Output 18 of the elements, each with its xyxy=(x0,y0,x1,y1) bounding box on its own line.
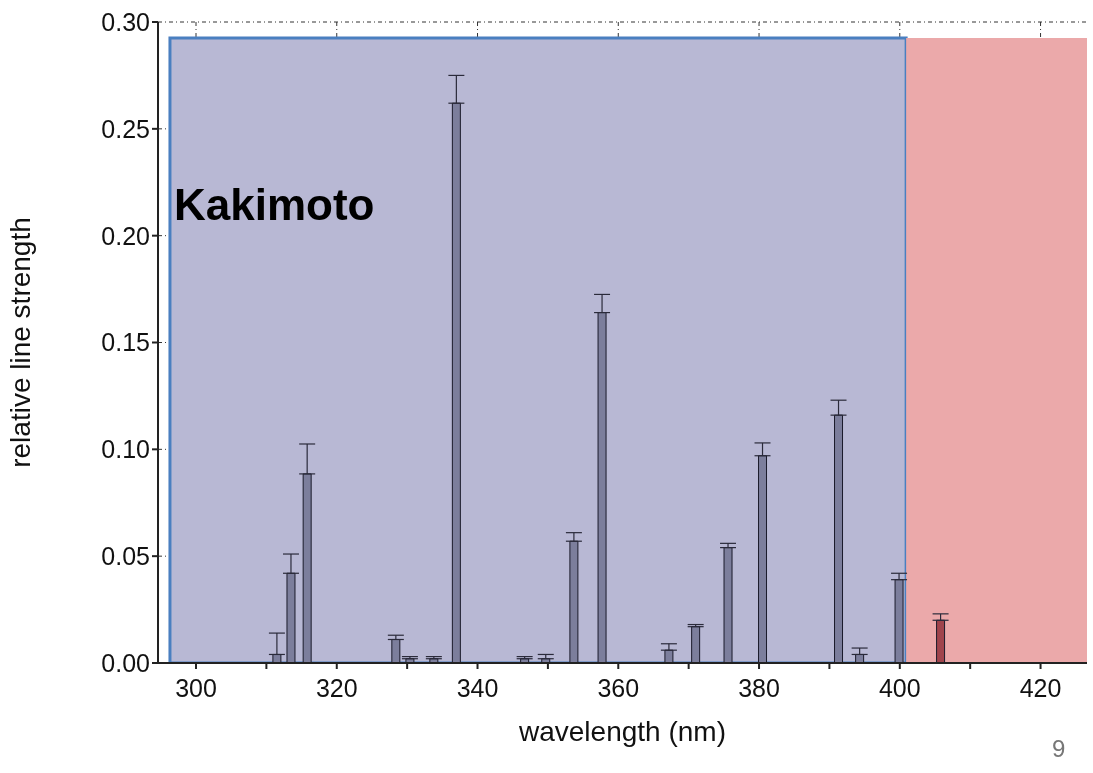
y-tick-label: 0.15 xyxy=(101,328,150,357)
y-tick-label: 0.10 xyxy=(101,435,150,464)
annotation: Kakimoto xyxy=(174,180,375,230)
y-tick-label: 0.05 xyxy=(101,542,150,571)
x-tick-label: 400 xyxy=(878,673,921,702)
y-tick-label: 0.30 xyxy=(101,7,150,36)
x-tick-label: 300 xyxy=(175,673,217,702)
y-tick-label: 0.25 xyxy=(101,114,150,143)
y-tick-label: 0.20 xyxy=(101,221,150,250)
x-axis-title: wavelength (nm) xyxy=(518,716,726,747)
text: 9 xyxy=(1052,735,1066,763)
x-tick-label: 340 xyxy=(456,673,499,702)
x-tick-label: 420 xyxy=(1019,673,1062,702)
y-axis-title: relative line strength xyxy=(4,217,36,468)
x-tick-label: 380 xyxy=(738,673,780,702)
x-tick-label: 360 xyxy=(597,673,640,702)
y-tick-label: 0.00 xyxy=(101,648,150,677)
x-tick-label: 320 xyxy=(315,673,358,702)
